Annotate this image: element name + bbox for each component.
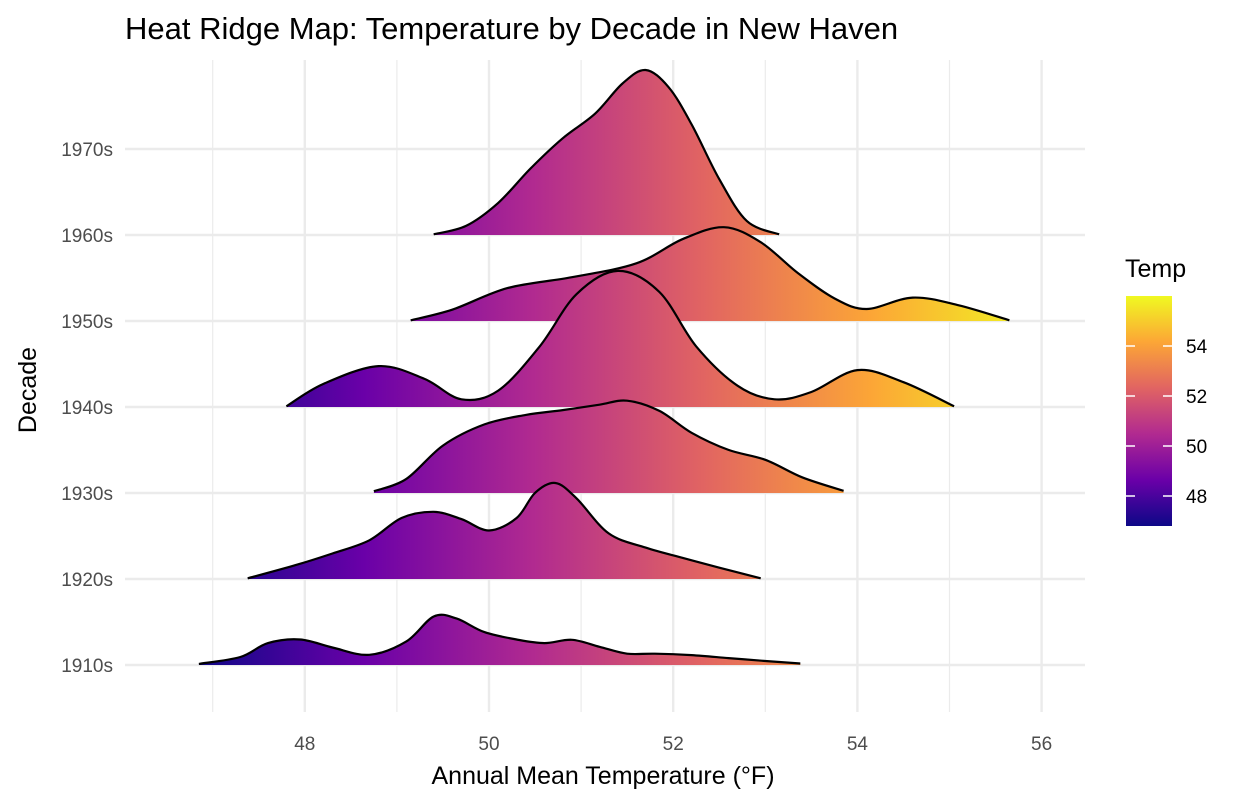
legend-tick-label: 50 [1186, 437, 1207, 458]
ridge-fill-1940s [286, 270, 955, 407]
ridge-line-1910s [198, 613, 801, 665]
ridge-line-1940s [285, 269, 955, 408]
legend-tick-label: 48 [1186, 487, 1207, 508]
x-tick-label: 56 [1031, 734, 1052, 755]
legend-colorbar [1126, 296, 1172, 526]
y-tick-label: 1910s [61, 656, 113, 677]
x-tick-label: 48 [294, 734, 315, 755]
legend-title: Temp [1125, 255, 1186, 283]
ridge-line-1960s [433, 68, 780, 236]
ridges [198, 68, 1010, 665]
y-tick-label: 1960s [61, 226, 113, 247]
x-axis-ticks: 48 50 52 54 56 [294, 734, 1052, 755]
y-tick-label: 1970s [61, 140, 113, 161]
y-axis-title: Decade [14, 347, 42, 433]
y-tick-label: 1940s [61, 398, 113, 419]
ridge-line-1950s [410, 226, 1010, 322]
ridge-1950s [410, 226, 1010, 322]
ridge-1930s [373, 399, 844, 493]
y-tick-label: 1950s [61, 312, 113, 333]
y-tick-label: 1920s [61, 570, 113, 591]
ridge-1920s [247, 481, 761, 580]
chart-title: Heat Ridge Map: Temperature by Decade in… [125, 11, 898, 46]
ridge-line-1930s [373, 399, 844, 493]
x-tick-label: 52 [663, 734, 684, 755]
x-tick-label: 54 [847, 734, 869, 755]
x-tick-label: 50 [478, 734, 499, 755]
ridge-line-1920s [247, 481, 761, 580]
ridge-fill-1930s [373, 400, 844, 493]
legend-tick-label: 52 [1186, 387, 1207, 408]
legend: Temp 48 50 52 54 [1125, 255, 1208, 526]
ridge-fill-1960s [433, 69, 780, 235]
y-tick-label: 1930s [61, 484, 113, 505]
ridge-fill-1950s [410, 227, 1010, 321]
x-axis-title: Annual Mean Temperature (°F) [431, 762, 774, 790]
ridge-1940s [285, 269, 955, 408]
y-axis-ticks: 1910s 1920s 1930s 1940s 1950s 1960s 1970s [61, 140, 113, 677]
ridge-1960s [433, 68, 780, 236]
ridge-fill-1920s [247, 482, 761, 579]
ridge-1910s [198, 613, 801, 665]
legend-tick-label: 54 [1186, 337, 1208, 358]
